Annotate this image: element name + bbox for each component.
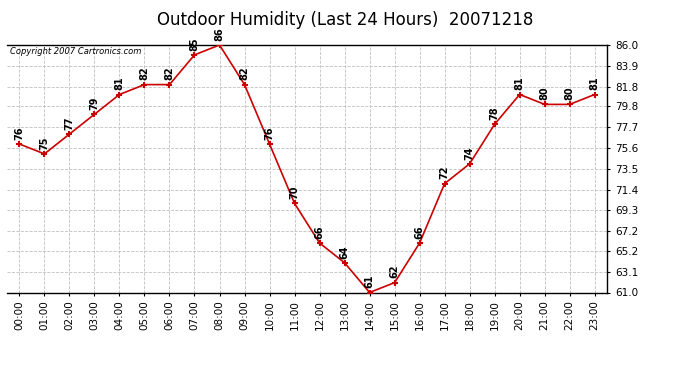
Text: 86: 86 (215, 27, 224, 41)
Text: 80: 80 (540, 87, 550, 100)
Text: 77: 77 (64, 116, 75, 130)
Text: 75: 75 (39, 136, 50, 150)
Text: 82: 82 (164, 67, 175, 80)
Text: 66: 66 (315, 225, 324, 239)
Text: 66: 66 (415, 225, 424, 239)
Text: 74: 74 (464, 146, 475, 160)
Text: 72: 72 (440, 166, 450, 179)
Text: Copyright 2007 Cartronics.com: Copyright 2007 Cartronics.com (10, 48, 141, 57)
Text: 82: 82 (239, 67, 250, 80)
Text: 81: 81 (115, 77, 124, 90)
Text: 64: 64 (339, 245, 350, 259)
Text: 78: 78 (490, 106, 500, 120)
Text: 61: 61 (364, 275, 375, 288)
Text: 82: 82 (139, 67, 150, 80)
Text: 70: 70 (290, 186, 299, 199)
Text: 62: 62 (390, 265, 400, 278)
Text: 79: 79 (90, 97, 99, 110)
Text: 76: 76 (14, 126, 24, 140)
Text: 85: 85 (190, 37, 199, 51)
Text: Outdoor Humidity (Last 24 Hours)  20071218: Outdoor Humidity (Last 24 Hours) 2007121… (157, 11, 533, 29)
Text: 76: 76 (264, 126, 275, 140)
Text: 81: 81 (590, 77, 600, 90)
Text: 81: 81 (515, 77, 524, 90)
Text: 80: 80 (564, 87, 575, 100)
